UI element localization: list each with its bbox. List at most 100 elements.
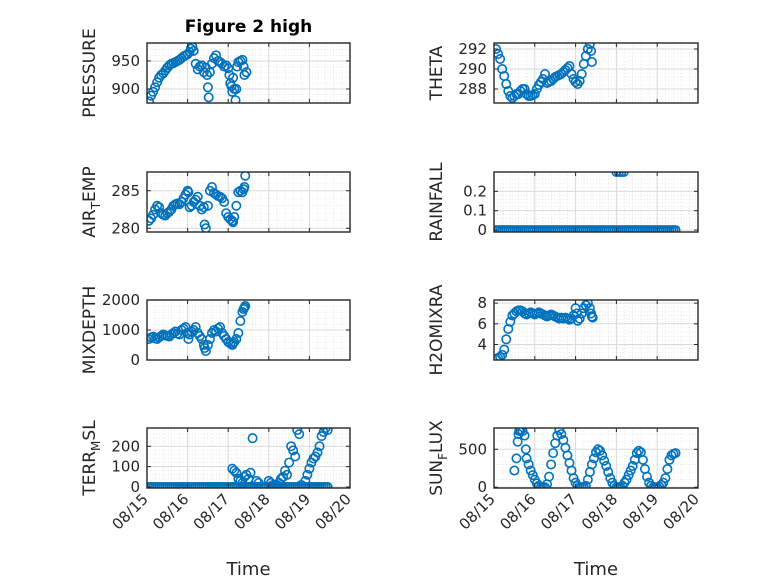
- data-point: [294, 429, 305, 440]
- data-point: [548, 448, 559, 459]
- data-series: [494, 172, 681, 232]
- data-point: [576, 308, 587, 319]
- data-point: [566, 69, 577, 80]
- data-point: [192, 191, 203, 202]
- data-point: [623, 470, 634, 481]
- data-point: [572, 315, 583, 326]
- data-point: [150, 82, 161, 93]
- data-point: [229, 212, 240, 223]
- data-point: [670, 448, 681, 459]
- data-point: [574, 313, 585, 324]
- data-point: [497, 349, 508, 360]
- data-point: [290, 451, 301, 462]
- data-point: [202, 69, 213, 80]
- data-point: [494, 44, 502, 54]
- data-point: [302, 469, 313, 480]
- y-tick-label: 4: [477, 335, 487, 353]
- y-axis-label: TERRMSL: [80, 420, 103, 497]
- y-tick-label: 0.2: [463, 182, 487, 200]
- data-point: [239, 69, 250, 80]
- data-point: [660, 473, 671, 484]
- data-point: [599, 455, 610, 466]
- y-axis-label: PRESSURE: [80, 28, 100, 117]
- axes-frame: [493, 171, 699, 233]
- data-point: [253, 477, 264, 488]
- y-tick-label: 280: [111, 219, 140, 237]
- data-point: [637, 454, 648, 465]
- data-point: [568, 473, 579, 484]
- data-point: [215, 321, 226, 332]
- data-point: [633, 445, 644, 456]
- data-point: [240, 300, 251, 311]
- axes-frame: [493, 299, 699, 361]
- data-point: [546, 459, 557, 470]
- data-point: [517, 428, 528, 437]
- data-point: [235, 315, 246, 326]
- y-tick-label: 950: [111, 52, 140, 70]
- data-point: [571, 308, 582, 319]
- data-point: [494, 49, 504, 59]
- data-point: [154, 202, 165, 213]
- axes-frame: [146, 171, 351, 233]
- data-point: [202, 82, 213, 93]
- data-point: [228, 72, 239, 83]
- data-point: [523, 459, 534, 470]
- x-tick-label: 08/19: [619, 490, 662, 533]
- y-tick-label: 1000: [102, 321, 140, 339]
- y-tick-label: 0: [130, 351, 140, 369]
- x-tick-label: 08/18: [230, 490, 273, 533]
- y-tick-label: 290: [458, 60, 487, 78]
- data-point: [586, 56, 597, 67]
- x-tick-label: 08/15: [109, 490, 152, 533]
- x-tick-label: 08/19: [271, 490, 314, 533]
- data-point: [570, 77, 581, 88]
- data-point: [527, 470, 538, 481]
- data-point: [662, 464, 673, 475]
- y-tick-label: 100: [111, 458, 140, 476]
- data-point: [183, 187, 194, 198]
- data-point: [241, 67, 252, 78]
- data-point: [233, 327, 244, 338]
- data-point: [495, 351, 506, 360]
- data-point: [245, 467, 256, 478]
- data-point: [529, 89, 540, 100]
- data-point: [525, 465, 536, 476]
- chart-title: Figure 2 high: [185, 17, 313, 37]
- y-axis-label: SUNFLUX: [427, 420, 450, 496]
- data-point: [204, 333, 215, 344]
- data-point: [505, 316, 516, 327]
- y-tick-label: 0: [477, 478, 487, 496]
- data-point: [223, 63, 234, 74]
- data-point: [501, 79, 512, 90]
- data-point: [221, 60, 232, 71]
- data-point: [231, 333, 242, 344]
- axes-frame: [146, 427, 351, 489]
- data-point: [621, 474, 632, 485]
- data-point: [247, 433, 258, 444]
- data-point: [219, 197, 230, 208]
- axes-h2omixra: 4 6 8 H2OMIXRA: [427, 284, 699, 376]
- data-point: [586, 45, 597, 56]
- y-tick-label: 0.1: [463, 202, 487, 220]
- x-tick-label: 08/16: [496, 490, 539, 533]
- data-point: [521, 453, 532, 464]
- data-point: [239, 182, 250, 193]
- x-tick-label: 08/16: [149, 490, 192, 533]
- y-tick-label: 8: [477, 294, 487, 312]
- y-tick-label: 200: [111, 437, 140, 455]
- axes-theta: 288 290 292 THETA: [427, 40, 699, 104]
- data-point: [231, 83, 242, 94]
- x-tick-label: 08/17: [537, 490, 580, 533]
- data-point: [202, 200, 213, 211]
- data-series: [494, 300, 598, 360]
- data-point: [190, 321, 201, 332]
- data-point: [627, 460, 638, 471]
- data-point: [603, 467, 614, 478]
- data-point: [203, 92, 214, 103]
- data-point: [322, 481, 333, 488]
- data-point: [228, 217, 239, 228]
- y-axis-label: AIRTEMP: [80, 166, 103, 237]
- data-series: [494, 43, 597, 103]
- data-point: [288, 445, 299, 456]
